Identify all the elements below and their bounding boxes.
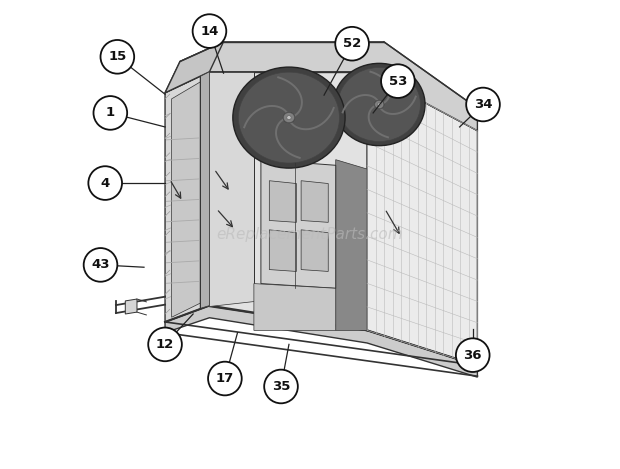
Circle shape <box>148 327 182 361</box>
Circle shape <box>89 166 122 200</box>
Text: 53: 53 <box>389 75 407 88</box>
Text: 35: 35 <box>272 380 290 393</box>
Ellipse shape <box>374 100 384 109</box>
Polygon shape <box>367 72 477 365</box>
Ellipse shape <box>239 72 340 163</box>
Ellipse shape <box>286 115 291 120</box>
Text: 12: 12 <box>156 338 174 351</box>
Polygon shape <box>165 306 477 377</box>
Polygon shape <box>125 299 137 314</box>
Polygon shape <box>254 284 335 330</box>
Text: 36: 36 <box>464 348 482 362</box>
Ellipse shape <box>233 67 345 168</box>
Text: 14: 14 <box>200 24 219 38</box>
Ellipse shape <box>334 63 425 146</box>
Circle shape <box>84 248 117 282</box>
Circle shape <box>208 362 242 395</box>
Polygon shape <box>269 181 296 222</box>
Circle shape <box>94 96 127 130</box>
Ellipse shape <box>378 103 381 106</box>
Circle shape <box>381 64 415 98</box>
Polygon shape <box>335 159 367 330</box>
Ellipse shape <box>283 113 294 123</box>
Polygon shape <box>165 72 210 322</box>
Polygon shape <box>165 42 477 131</box>
Circle shape <box>264 370 298 403</box>
Circle shape <box>466 88 500 121</box>
Text: 34: 34 <box>474 98 492 111</box>
Polygon shape <box>165 42 223 93</box>
Text: 1: 1 <box>106 106 115 120</box>
Circle shape <box>456 338 490 372</box>
Circle shape <box>335 27 369 61</box>
Polygon shape <box>269 230 296 272</box>
Polygon shape <box>210 72 367 330</box>
Ellipse shape <box>338 68 420 142</box>
Text: 52: 52 <box>343 37 361 50</box>
Polygon shape <box>172 79 205 317</box>
Circle shape <box>100 40 134 74</box>
Text: 17: 17 <box>216 372 234 385</box>
Polygon shape <box>210 72 254 306</box>
Text: 15: 15 <box>108 50 126 63</box>
Text: 4: 4 <box>100 176 110 189</box>
Text: eReplacementParts.com: eReplacementParts.com <box>216 227 404 242</box>
Text: 43: 43 <box>91 258 110 272</box>
Polygon shape <box>301 181 328 222</box>
Ellipse shape <box>283 113 294 123</box>
Polygon shape <box>200 72 210 309</box>
Circle shape <box>193 14 226 48</box>
Polygon shape <box>301 230 328 272</box>
Polygon shape <box>261 159 335 288</box>
Ellipse shape <box>374 100 384 109</box>
